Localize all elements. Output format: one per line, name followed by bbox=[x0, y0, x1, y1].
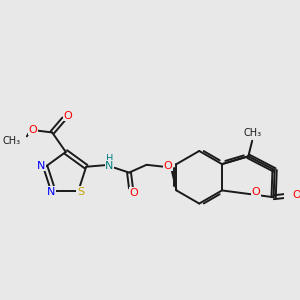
Text: N: N bbox=[47, 187, 56, 197]
Text: N: N bbox=[37, 161, 46, 171]
Text: O: O bbox=[28, 124, 37, 134]
Text: S: S bbox=[77, 187, 84, 197]
Text: O: O bbox=[164, 161, 172, 171]
Text: O: O bbox=[251, 187, 260, 197]
Text: H: H bbox=[106, 154, 113, 164]
Text: CH₃: CH₃ bbox=[243, 128, 261, 138]
Text: CH₃: CH₃ bbox=[3, 136, 21, 146]
Text: N: N bbox=[105, 161, 114, 171]
Text: O: O bbox=[292, 190, 300, 200]
Text: O: O bbox=[130, 188, 138, 198]
Text: O: O bbox=[63, 111, 72, 121]
